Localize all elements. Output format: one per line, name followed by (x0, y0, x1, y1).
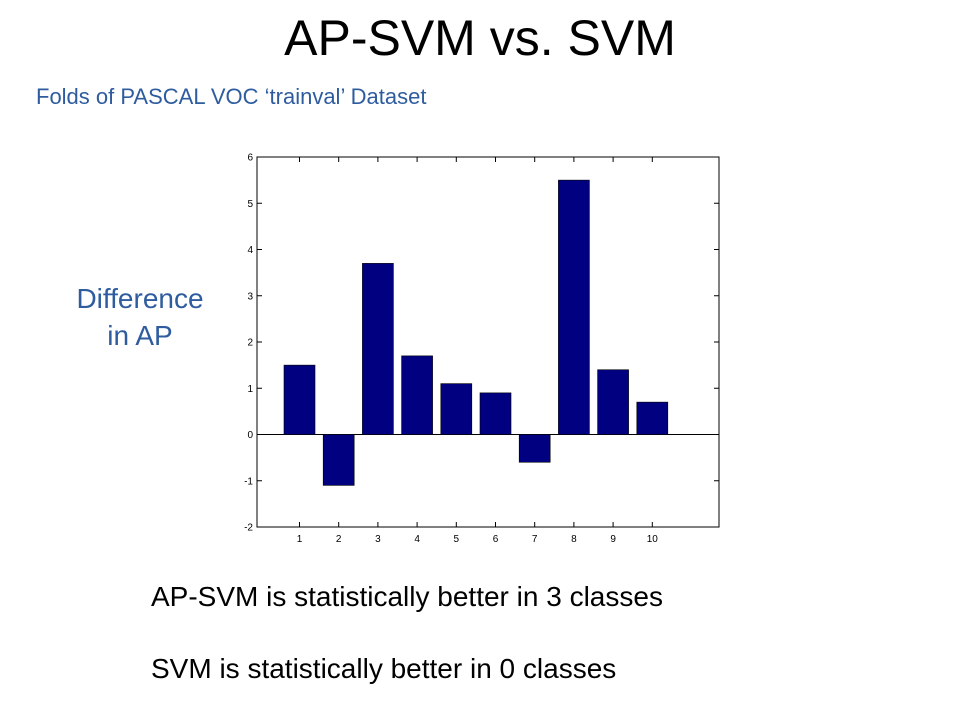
slide-subtitle: Folds of PASCAL VOC ‘trainval’ Dataset (36, 84, 427, 109)
ylabel-line-2: in AP (107, 320, 173, 351)
x-tick-label: 5 (454, 534, 460, 545)
bar (558, 179, 590, 435)
result-note-svm: SVM is statistically better in 0 classes (151, 653, 617, 684)
y-tick-label: 2 (247, 338, 253, 349)
bar (362, 263, 394, 435)
x-tick-label: 8 (571, 534, 577, 545)
slide-title: AP-SVM vs. SVM (284, 10, 676, 66)
bar (518, 434, 551, 463)
y-tick-label: -2 (244, 523, 253, 534)
x-tick-label: 9 (610, 534, 616, 545)
bar (479, 392, 512, 435)
y-tick-label: 0 (247, 430, 253, 441)
bar (322, 434, 355, 486)
x-tick-label: 4 (414, 534, 420, 545)
y-tick-label: 5 (247, 199, 253, 210)
x-tick-label: 6 (493, 534, 499, 545)
x-tick-label: 3 (375, 534, 381, 545)
bar (440, 383, 473, 435)
y-tick-label: 1 (247, 384, 253, 395)
x-tick-label: 1 (297, 534, 303, 545)
y-tick-label: 3 (247, 291, 253, 302)
bar (283, 364, 316, 435)
y-tick-label: -1 (244, 476, 253, 487)
chart-marks: -2 -1 0 1 2 3 4 5 6 1 2 3 4 5 6 7 8 9 10 (244, 153, 719, 545)
x-tick-label: 2 (336, 534, 342, 545)
bar (401, 355, 433, 435)
y-tick-label: 6 (247, 153, 253, 164)
chart-ylabel: Difference in AP (40, 280, 240, 354)
bar-chart: -2 -1 0 1 2 3 4 5 6 1 2 3 4 5 6 7 8 9 10 (244, 153, 720, 545)
result-note-apsvm: AP-SVM is statistically better in 3 clas… (151, 581, 663, 612)
ylabel-line-1: Difference (76, 283, 204, 314)
y-tick-label: 4 (247, 245, 253, 256)
x-tick-label: 10 (647, 534, 659, 545)
bar (597, 369, 629, 435)
bar (636, 401, 669, 435)
x-tick-label: 7 (532, 534, 538, 545)
